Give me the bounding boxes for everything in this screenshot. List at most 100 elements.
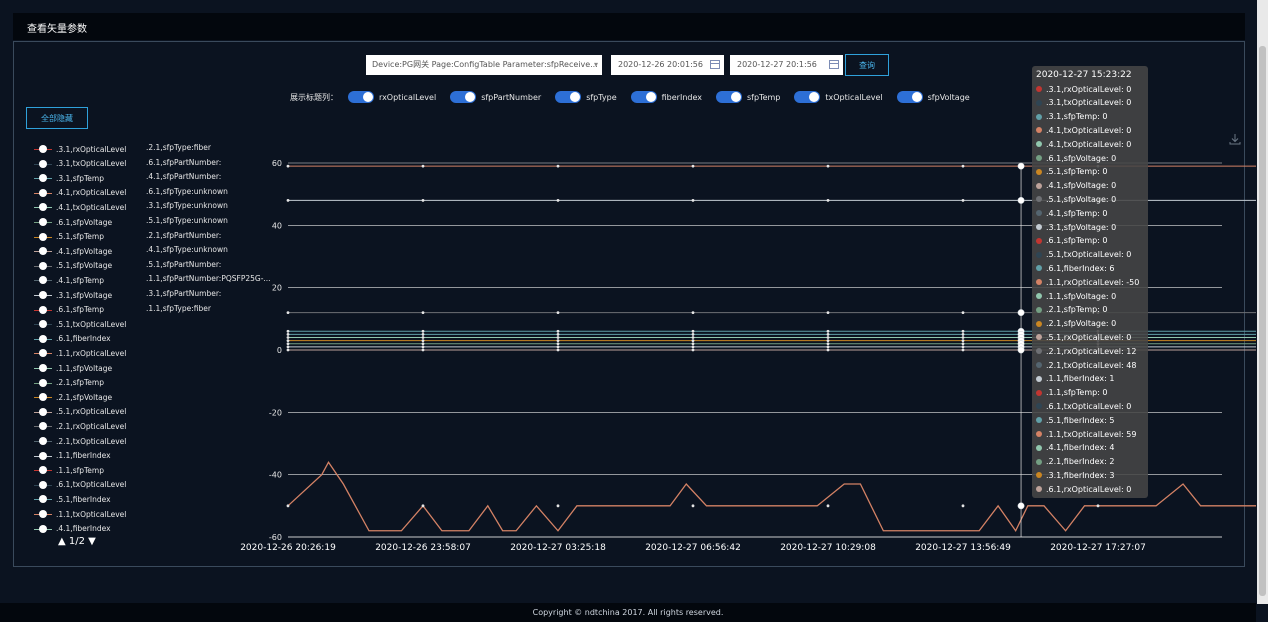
toggle-switch[interactable] xyxy=(794,91,821,103)
series-dot-icon xyxy=(1036,127,1042,134)
legend-item[interactable]: .2.1,rxOpticalLevel xyxy=(34,420,126,432)
hover-point[interactable] xyxy=(1017,162,1025,170)
end-date-input[interactable]: 2020-12-27 20:1:56 xyxy=(730,55,843,75)
legend-item[interactable]: .5.1,fiberIndex xyxy=(34,493,111,505)
legend-item[interactable]: .3.1,rxOpticalLevel xyxy=(34,143,126,155)
legend-item[interactable]: .4.1,txOpticalLevel xyxy=(34,201,126,213)
tooltip-row: .1.1,sfpTemp: 0 xyxy=(1036,387,1108,399)
chart-tooltip: 2020-12-27 15:23:22 .3.1,rxOpticalLevel:… xyxy=(1032,66,1148,498)
legend-item[interactable]: .6.1,fiberIndex xyxy=(34,333,111,345)
data-point xyxy=(691,348,695,352)
legend-marker-icon xyxy=(34,436,52,446)
legend-item-label: .6.1,sfpTemp xyxy=(56,305,104,315)
legend-item[interactable]: .2.1,sfpTemp xyxy=(34,377,104,389)
static-value-item: .5.1,sfpType:unknown xyxy=(146,216,228,225)
legend-item[interactable]: .1.1,txOpticalLevel xyxy=(34,508,126,520)
toggle-switch[interactable] xyxy=(555,91,582,103)
legend-item[interactable]: .6.1,sfpVoltage xyxy=(34,216,112,228)
toggle-switch[interactable] xyxy=(630,91,657,103)
toggle-switch[interactable] xyxy=(715,91,742,103)
legend-item[interactable]: .1.1,rxOpticalLevel xyxy=(34,347,126,359)
tooltip-row: .1.1,sfpVoltage: 0 xyxy=(1036,290,1116,302)
toggle-switch[interactable] xyxy=(896,91,923,103)
toggle-sfptype[interactable]: sfpType xyxy=(555,91,617,103)
legend-marker-icon xyxy=(34,465,52,475)
legend-item[interactable]: .2.1,txOpticalLevel xyxy=(34,435,126,447)
x-tick-label: 2020-12-26 23:58:07 xyxy=(375,543,471,553)
hover-point[interactable] xyxy=(1017,346,1025,354)
series-dot-icon xyxy=(1036,444,1042,451)
legend-item[interactable]: .1.1,sfpVoltage xyxy=(34,362,112,374)
static-value-item: .3.1,sfpPartNumber: xyxy=(146,289,222,298)
data-point xyxy=(691,342,695,346)
legend-item[interactable]: .3.1,sfpVoltage xyxy=(34,289,112,301)
legend-item[interactable]: .2.1,sfpVoltage xyxy=(34,391,112,403)
page-scrollbar[interactable] xyxy=(1257,0,1268,604)
data-point xyxy=(286,199,290,202)
toggle-rxopticallevel[interactable]: rxOpticalLevel xyxy=(348,91,436,103)
legend-item[interactable]: .5.1,sfpVoltage xyxy=(34,260,112,272)
toggle-sfpvoltage[interactable]: sfpVoltage xyxy=(896,91,970,103)
y-tick-label: 20 xyxy=(272,284,282,293)
hover-point[interactable] xyxy=(1017,196,1025,204)
tooltip-row-label: .5.1,txOpticalLevel: 0 xyxy=(1046,250,1132,260)
next-page-icon[interactable]: ▼ xyxy=(88,536,96,547)
legend-item[interactable]: .1.1,sfpTemp xyxy=(34,464,104,476)
toggle-label: rxOpticalLevel xyxy=(379,92,437,102)
legend-item-label: .4.1,txOpticalLevel xyxy=(56,202,127,212)
legend-item[interactable]: .5.1,rxOpticalLevel xyxy=(34,406,126,418)
legend-marker-icon xyxy=(34,480,52,490)
toggle-sfptemp[interactable]: sfpTemp xyxy=(715,91,780,103)
toggle-label: sfpPartNumber xyxy=(481,92,542,102)
legend-item[interactable]: .6.1,sfpTemp xyxy=(34,304,104,316)
hide-all-button[interactable]: 全部隐藏 xyxy=(26,107,88,129)
tooltip-row: .4.1,fiberIndex: 4 xyxy=(1036,442,1115,454)
prev-page-icon[interactable]: ▲ xyxy=(58,536,66,547)
legend-item[interactable]: .3.1,txOpticalLevel xyxy=(34,158,126,170)
legend-item[interactable]: .5.1,sfpTemp xyxy=(34,231,104,243)
data-point xyxy=(421,311,425,314)
download-icon[interactable] xyxy=(1229,133,1241,145)
data-point xyxy=(961,199,965,202)
parameter-select[interactable]: Device:PG网关 Page:ConfigTable Parameter:s… xyxy=(366,55,602,75)
toggle-txopticallevel[interactable]: txOpticalLevel xyxy=(794,91,883,103)
data-point xyxy=(421,164,425,168)
legend-item-label: .3.1,rxOpticalLevel xyxy=(56,144,127,154)
series-dot-icon xyxy=(1036,348,1042,355)
data-point xyxy=(556,504,560,508)
data-point xyxy=(556,329,560,333)
page-title: 查看矢量参数 xyxy=(27,24,87,35)
data-point xyxy=(691,311,695,314)
data-point xyxy=(826,348,830,352)
toggle-switch[interactable] xyxy=(450,91,477,103)
data-point xyxy=(556,333,560,336)
legend-item[interactable]: .6.1,txOpticalLevel xyxy=(34,479,126,491)
y-tick-label: 60 xyxy=(272,159,282,168)
data-point xyxy=(691,339,695,343)
toggle-sfppartnumber[interactable]: sfpPartNumber xyxy=(450,91,541,103)
data-point xyxy=(961,348,965,352)
hover-point[interactable] xyxy=(1017,309,1025,317)
toggle-switch[interactable] xyxy=(348,91,374,103)
query-button[interactable]: 查询 xyxy=(845,54,889,76)
legend-item[interactable]: .4.1,rxOpticalLevel xyxy=(34,187,126,199)
legend-item[interactable]: .4.1,fiberIndex xyxy=(34,523,111,535)
tooltip-row-label: .4.1,txOpticalLevel: 0 xyxy=(1046,139,1132,149)
parameter-select-value: Device:PG网关 Page:ConfigTable Parameter:s… xyxy=(372,60,598,69)
tooltip-row-label: .6.1,sfpTemp: 0 xyxy=(1046,236,1108,246)
legend-item[interactable]: .4.1,sfpTemp xyxy=(34,274,104,286)
legend-item-label: .1.1,sfpVoltage xyxy=(56,363,113,373)
hover-point[interactable] xyxy=(1017,502,1025,510)
static-value-item: .6.1,sfpType:unknown xyxy=(146,186,228,196)
scrollbar-thumb[interactable] xyxy=(1259,46,1266,596)
series-dot-icon xyxy=(1036,265,1042,272)
legend-item-label: .3.1,sfpTemp xyxy=(56,173,104,183)
legend-item-label: .2.1,sfpTemp xyxy=(56,378,104,388)
legend-item[interactable]: .5.1,txOpticalLevel xyxy=(34,318,126,330)
legend-marker-icon xyxy=(34,217,52,227)
legend-item[interactable]: .1.1,fiberIndex xyxy=(34,450,111,462)
start-date-input[interactable]: 2020-12-26 20:01:56 xyxy=(611,55,724,75)
toggle-fiberindex[interactable]: fiberIndex xyxy=(630,91,702,103)
legend-item[interactable]: .3.1,sfpTemp xyxy=(34,172,104,184)
legend-item[interactable]: .4.1,sfpVoltage xyxy=(34,245,112,257)
